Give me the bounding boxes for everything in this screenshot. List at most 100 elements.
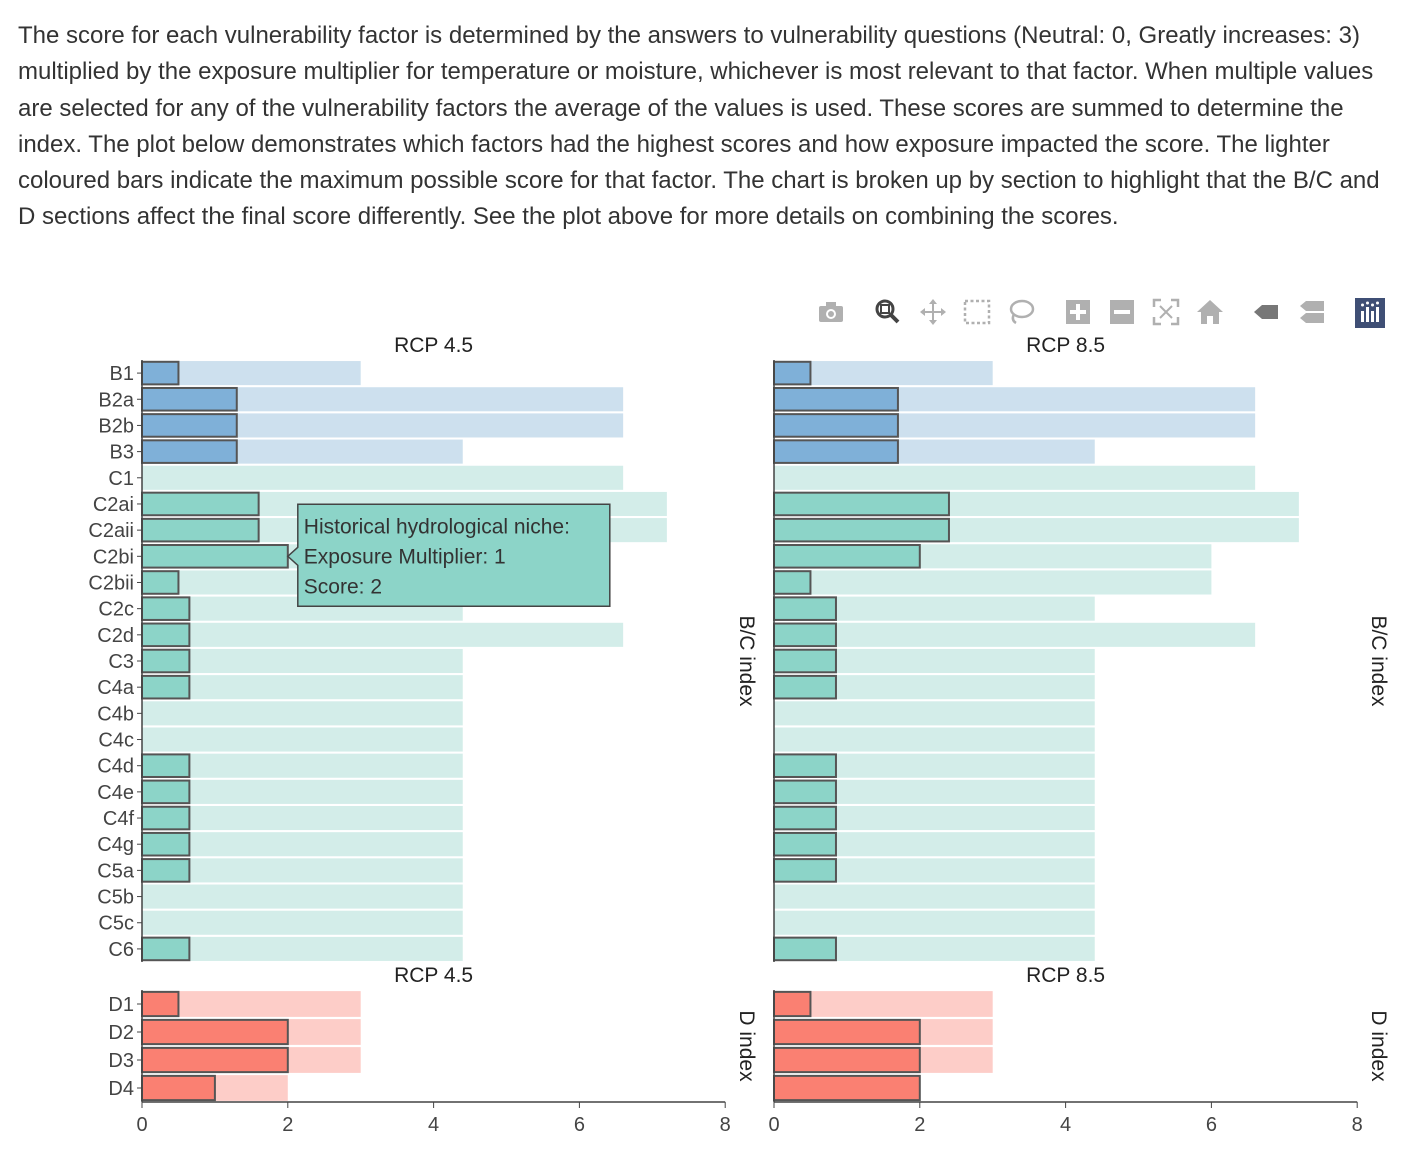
zoom-in-button[interactable] [1062, 296, 1094, 328]
max-bar-C3[interactable] [142, 648, 463, 674]
score-bar-C4e[interactable] [773, 779, 837, 805]
max-bar-C1[interactable] [142, 465, 624, 490]
score-bar-C4d[interactable] [773, 753, 837, 778]
bar-chart[interactable]: B1 B2a B2b B3 C1 C2ai C2aii C2bi C2bii C2c C2d C3 C4… [18, 290, 1408, 1149]
score-bar-C6[interactable] [773, 936, 837, 962]
score-bar-C4e[interactable] [141, 779, 191, 805]
pan-button[interactable] [917, 296, 949, 328]
max-bar-C4d[interactable] [142, 753, 463, 778]
score-bar-D2[interactable] [773, 1018, 921, 1046]
x-tick-label: 8 [720, 1114, 731, 1136]
score-bar-B1[interactable] [773, 360, 812, 386]
max-bar-C5a[interactable] [142, 858, 463, 883]
max-bar-C4f[interactable] [142, 806, 463, 831]
score-bar-C3[interactable] [773, 648, 837, 674]
score-bar-C4g[interactable] [141, 831, 191, 857]
score-bar-C2ai[interactable] [141, 491, 260, 517]
score-bar-C4a[interactable] [773, 674, 837, 700]
x-tick-label: 0 [768, 1114, 779, 1136]
right-axis-label: D index [735, 1010, 758, 1082]
max-bar-C2d[interactable] [774, 622, 1256, 647]
zoom-out-icon [1110, 300, 1134, 324]
y-tick-label-D1: D1 [108, 994, 134, 1016]
max-bar-C4g[interactable] [142, 832, 463, 857]
autoscale-button[interactable] [1150, 296, 1182, 328]
score-bar-C2bi[interactable] [141, 544, 289, 569]
score-bar-B3[interactable] [141, 439, 238, 464]
reset-axes-button[interactable] [1194, 296, 1226, 328]
y-tick-label-C4c: C4c [98, 730, 134, 752]
spike-lines-button[interactable] [1250, 296, 1282, 328]
subplot-title: RCP 4.5 [394, 964, 473, 987]
max-bar-C5b[interactable] [142, 884, 463, 909]
score-bar-C2bi[interactable] [773, 544, 921, 569]
y-tick-label-C3: C3 [108, 651, 134, 673]
score-bar-C6[interactable] [141, 936, 191, 962]
score-bar-D3[interactable] [773, 1046, 921, 1074]
zoom-button[interactable] [871, 296, 903, 328]
max-bar-C4a[interactable] [142, 675, 463, 700]
lasso-select-icon [1009, 299, 1035, 325]
score-bar-C4f[interactable] [773, 805, 837, 831]
max-bar-C2d[interactable] [142, 622, 624, 647]
score-bar-C2ai[interactable] [773, 491, 950, 517]
plotly-logo-button[interactable] [1354, 297, 1386, 329]
score-bar-D4[interactable] [141, 1074, 216, 1102]
score-bar-B2a[interactable] [141, 386, 238, 412]
max-bar-C4b[interactable] [774, 701, 1095, 726]
score-bar-C2bii[interactable] [141, 570, 180, 595]
plot-container[interactable]: B1 B2a B2b B3 C1 C2ai C2aii C2bi C2bii C2c C2d C3 C4… [18, 290, 1408, 1149]
score-bar-D3[interactable] [141, 1046, 289, 1074]
max-bar-C5c[interactable] [774, 910, 1095, 935]
max-bar-C5b[interactable] [774, 884, 1095, 909]
y-tick-label-D3: D3 [108, 1050, 134, 1072]
max-bar-C1[interactable] [774, 465, 1256, 490]
lasso-select-button[interactable] [1005, 296, 1037, 328]
score-bar-C2aii[interactable] [773, 517, 950, 543]
y-tick-label-C4g: C4g [97, 834, 134, 856]
score-bar-B2b[interactable] [141, 413, 238, 438]
score-bar-C4g[interactable] [773, 831, 837, 857]
score-bar-C2bii[interactable] [773, 570, 812, 595]
max-bar-C4e[interactable] [142, 779, 463, 804]
y-tick-label-B1: B1 [110, 363, 134, 385]
score-bar-C2c[interactable] [141, 596, 191, 621]
score-bar-B1[interactable] [141, 360, 180, 386]
autoscale-icon [1152, 298, 1180, 326]
score-bar-B2a[interactable] [773, 386, 899, 412]
max-bar-C2bii[interactable] [774, 570, 1212, 595]
score-bar-B2b[interactable] [773, 413, 899, 438]
box-select-button[interactable] [961, 296, 993, 328]
max-bar-C6[interactable] [142, 936, 463, 961]
y-tick-label-C2bii: C2bii [88, 572, 134, 594]
max-bar-C4b[interactable] [142, 701, 463, 726]
score-bar-C2d[interactable] [141, 622, 191, 648]
score-bar-C2c[interactable] [773, 596, 837, 621]
camera-button[interactable] [815, 296, 847, 328]
score-bar-B3[interactable] [773, 439, 899, 464]
score-bar-D4[interactable] [773, 1074, 921, 1102]
score-bar-C5a[interactable] [141, 858, 191, 883]
y-tick-label-C2c: C2c [98, 599, 134, 621]
zoom-out-button[interactable] [1106, 296, 1138, 328]
max-bar-C5c[interactable] [142, 910, 463, 935]
tooltip-line2: Exposure Multiplier: 1 [304, 545, 506, 568]
score-bar-C2aii[interactable] [141, 517, 260, 543]
score-bar-C3[interactable] [141, 648, 191, 674]
score-bar-D2[interactable] [141, 1018, 289, 1046]
x-tick-label: 6 [1206, 1114, 1217, 1136]
score-bar-C4f[interactable] [141, 805, 191, 831]
y-tick-label-C4f: C4f [103, 808, 135, 830]
compare-hover-button[interactable] [1296, 296, 1328, 328]
y-tick-label-C4b: C4b [97, 703, 134, 725]
score-bar-C2d[interactable] [773, 622, 837, 648]
x-tick-label: 6 [574, 1114, 585, 1136]
score-bar-C5a[interactable] [773, 858, 837, 883]
score-bar-C4a[interactable] [141, 674, 191, 700]
max-bar-C4c[interactable] [142, 727, 463, 752]
max-bar-C4c[interactable] [774, 727, 1095, 752]
score-bar-D1[interactable] [141, 990, 180, 1018]
score-bar-D1[interactable] [773, 990, 812, 1018]
score-bar-C4d[interactable] [141, 753, 191, 778]
subplot-title: RCP 8.5 [1026, 334, 1105, 357]
